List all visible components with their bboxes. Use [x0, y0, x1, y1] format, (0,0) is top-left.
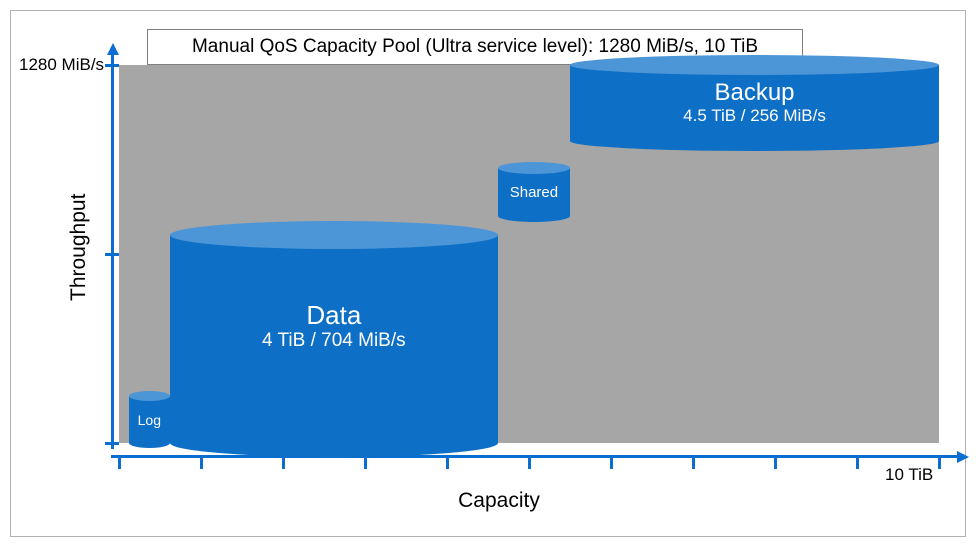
x-tick [282, 455, 285, 469]
volume-label-main: Shared [498, 184, 570, 201]
volume-bottom-ellipse [498, 210, 570, 222]
volume-top-ellipse [129, 391, 170, 401]
volume-data: Data4 TiB / 704 MiB/s [170, 221, 498, 457]
volume-bottom-ellipse [570, 131, 939, 151]
x-tick [774, 455, 777, 469]
x-tick [692, 455, 695, 469]
volume-bottom-ellipse [129, 438, 170, 448]
volume-label-main: Backup [570, 79, 939, 107]
x-tick [446, 455, 449, 469]
y-axis-arrow-icon [107, 43, 119, 55]
volume-top-ellipse [170, 221, 498, 249]
x-tick [200, 455, 203, 469]
x-axis-max-label: 10 TiB [885, 465, 933, 485]
diagram-frame: Manual QoS Capacity Pool (Ultra service … [10, 10, 966, 537]
x-tick [364, 455, 367, 469]
chart-title-text: Manual QoS Capacity Pool (Ultra service … [192, 36, 758, 57]
x-tick [938, 455, 941, 469]
x-tick [528, 455, 531, 469]
x-tick [118, 455, 121, 469]
volume-bottom-ellipse [170, 429, 498, 457]
x-axis-arrow-icon [957, 451, 969, 463]
y-tick [105, 64, 119, 67]
chart: Manual QoS Capacity Pool (Ultra service … [11, 11, 965, 536]
volume-label-sub: 4 TiB / 704 MiB/s [170, 330, 498, 352]
volume-shared: Shared [498, 162, 570, 221]
y-axis-line [111, 53, 114, 449]
volume-label-main: Log [129, 412, 170, 428]
y-tick [105, 253, 119, 256]
volume-log: Log [129, 391, 170, 448]
volume-label-main: Data [170, 300, 498, 331]
x-tick [610, 455, 613, 469]
y-axis-max-label: 1280 MiB/s [19, 55, 104, 75]
y-tick [105, 442, 119, 445]
y-axis-label: Throughput [67, 194, 91, 301]
volume-backup: Backup4.5 TiB / 256 MiB/s [570, 55, 939, 151]
volume-label-sub: 4.5 TiB / 256 MiB/s [570, 106, 939, 126]
x-axis-label: Capacity [419, 489, 579, 513]
x-tick [856, 455, 859, 469]
volume-top-ellipse [570, 55, 939, 75]
